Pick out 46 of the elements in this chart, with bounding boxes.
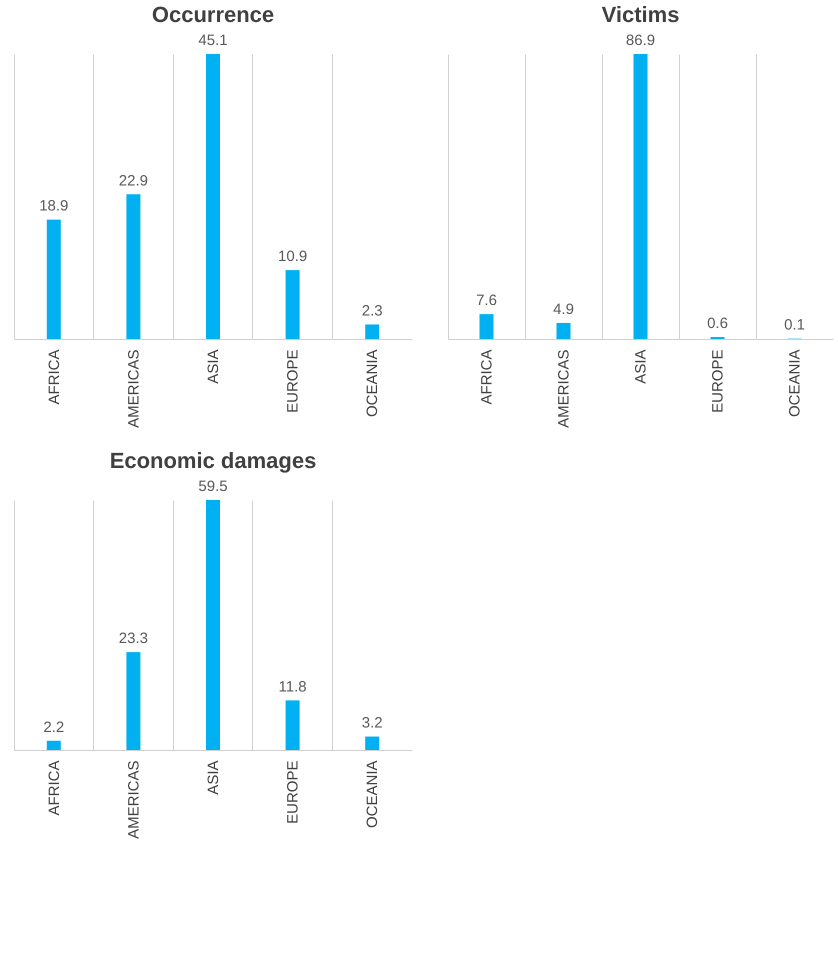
- data-label: 0.1: [784, 316, 805, 334]
- data-label: 3.2: [362, 714, 383, 732]
- data-label: 11.8: [278, 678, 307, 696]
- x-tick-label: EUROPE: [284, 350, 302, 413]
- bar: [126, 652, 140, 750]
- data-label: 10.9: [278, 248, 308, 266]
- x-tick-label: AFRICA: [478, 350, 496, 405]
- x-tick-label: OCEANIA: [364, 350, 382, 418]
- data-label: 0.6: [707, 315, 728, 332]
- bar: [556, 322, 570, 339]
- data-label: 7.6: [476, 292, 497, 310]
- bar: [365, 736, 380, 750]
- chart-title: Victims: [602, 2, 680, 27]
- data-label: 59.5: [198, 478, 228, 495]
- chart-title: Economic damages: [110, 448, 316, 473]
- bar: [634, 54, 648, 339]
- bar: [46, 740, 61, 750]
- x-tick-label: ASIA: [205, 760, 222, 795]
- data-label: 18.9: [39, 198, 68, 215]
- bar: [206, 500, 220, 750]
- x-tick-label: AMERICAS: [556, 350, 572, 428]
- x-tick-label: EUROPE: [710, 350, 726, 413]
- bar: [286, 270, 300, 339]
- data-label: 86.9: [626, 32, 656, 49]
- x-tick-label: OCEANIA: [364, 760, 382, 828]
- data-label: 22.9: [118, 172, 148, 190]
- data-label: 4.9: [553, 300, 574, 318]
- x-tick-label: EUROPE: [284, 760, 302, 824]
- bar: [365, 324, 380, 339]
- data-label: 45.1: [198, 32, 228, 49]
- data-label: 23.3: [118, 630, 148, 648]
- x-tick-label: AFRICA: [46, 350, 63, 405]
- x-tick-label: ASIA: [205, 350, 222, 384]
- data-label: 2.3: [362, 302, 383, 320]
- bar: [286, 700, 300, 750]
- x-tick-label: AMERICAS: [125, 760, 142, 839]
- bar: [126, 194, 140, 339]
- x-tick-label: AFRICA: [46, 760, 63, 816]
- data-label: 2.2: [43, 718, 64, 736]
- chart-title: Occurrence: [152, 2, 274, 27]
- bar: [480, 314, 494, 339]
- bar: [206, 54, 220, 339]
- x-tick-label: ASIA: [632, 350, 650, 384]
- x-tick-label: OCEANIA: [786, 350, 804, 418]
- bar: [46, 220, 61, 339]
- x-tick-label: AMERICAS: [125, 350, 142, 428]
